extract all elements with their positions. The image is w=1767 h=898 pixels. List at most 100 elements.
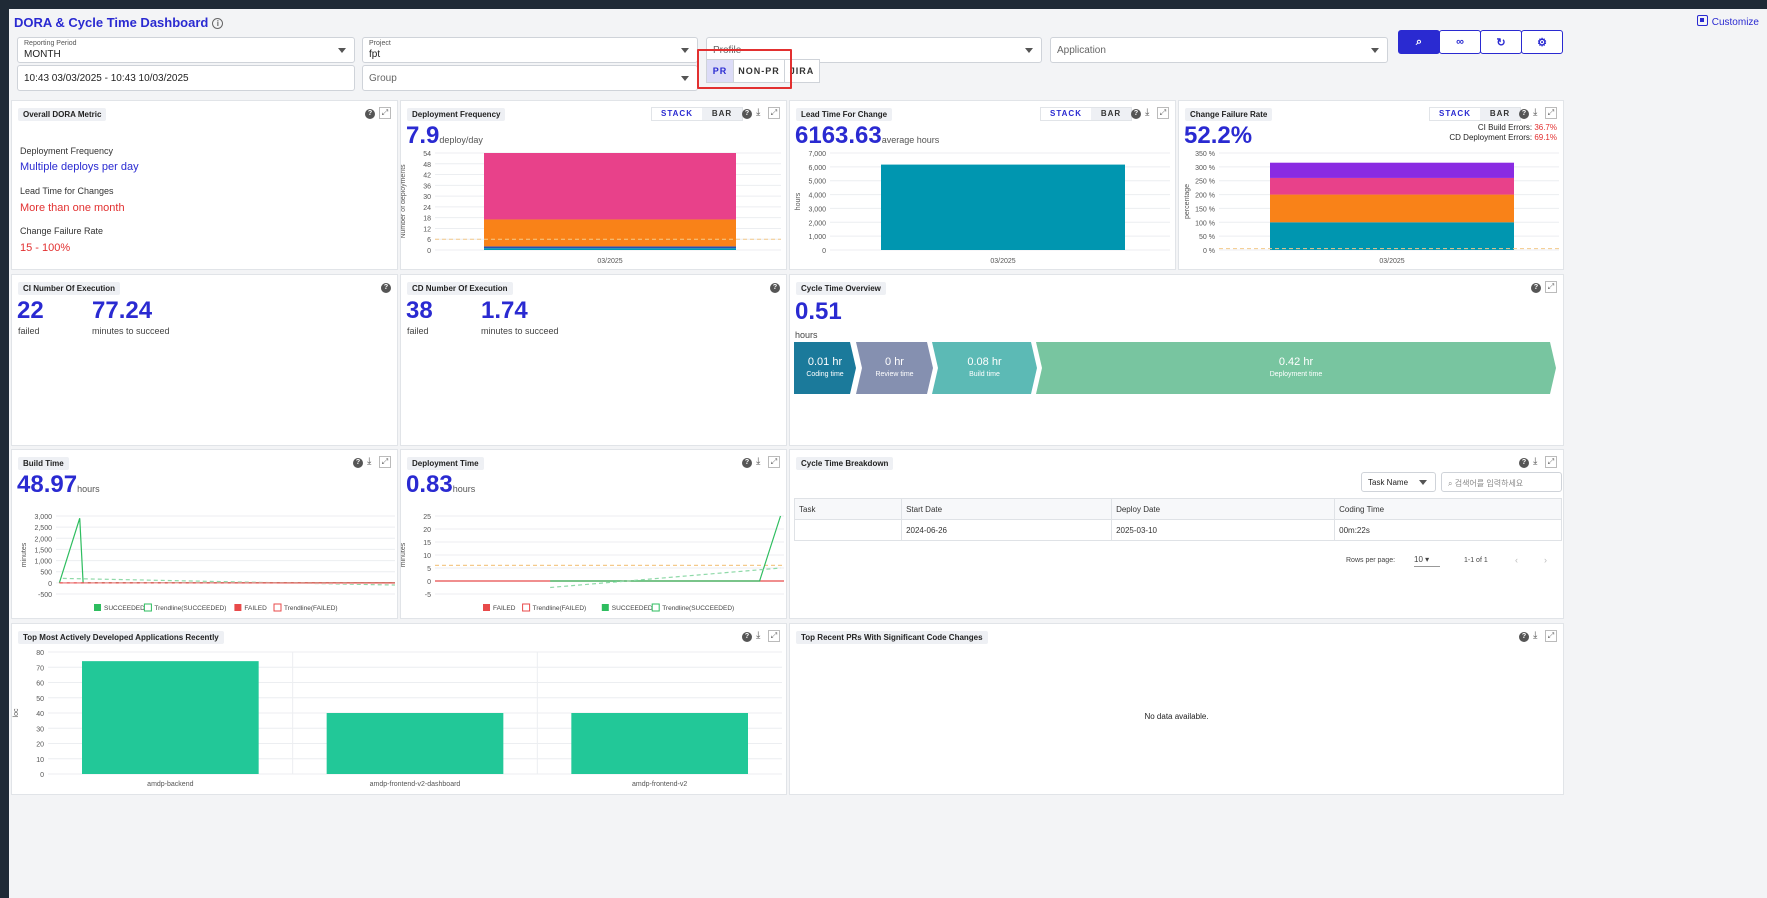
help-icon[interactable]: ? — [1519, 458, 1529, 468]
date-range-input[interactable]: 10:43 03/03/2025 - 10:43 10/03/2025 — [17, 65, 355, 91]
dashboard-header: DORA & Cycle Time Dashboard i Customize — [9, 9, 1767, 35]
download-icon[interactable]: ⤓ — [756, 630, 761, 641]
expand-icon[interactable]: ⤢ — [379, 456, 391, 468]
top-apps-chart: 0 10 20 30 40 50 60 70 80 loc amdp-backend amdp-fro… — [13, 650, 782, 788]
help-icon[interactable]: ? — [742, 109, 752, 119]
search-input[interactable]: ⌕ 검색어를 입력하세요 — [1441, 472, 1562, 492]
x-tick-label: amdp-backend — [147, 781, 193, 788]
project-value: fpt — [369, 49, 381, 60]
deployment-time-panel: Deployment Time ? ⤓ ⤢ 0.83hours -5 0 5 10 15 20… — [400, 449, 787, 619]
y-tick-label: 60 — [36, 681, 44, 688]
refresh-button[interactable]: ↻ — [1480, 30, 1522, 54]
y-tick-label: 36 — [423, 183, 431, 190]
step-value: 0 hr — [885, 356, 904, 368]
bar-option[interactable]: BAR — [702, 108, 742, 120]
expand-icon[interactable]: ⤢ — [1545, 630, 1557, 642]
expand-icon[interactable]: ⤢ — [768, 630, 780, 642]
search-button[interactable]: ⌕ — [1398, 30, 1440, 54]
help-icon[interactable]: ? — [353, 458, 363, 468]
dashboard-icon — [1696, 15, 1708, 26]
legend-swatch — [651, 603, 660, 612]
bar-option[interactable]: BAR — [1091, 108, 1131, 120]
customize-button[interactable]: Customize — [1696, 15, 1759, 28]
help-icon[interactable]: ? — [1519, 632, 1529, 642]
application-select[interactable]: Application — [1050, 37, 1388, 63]
download-icon[interactable]: ⤓ — [756, 456, 761, 467]
prev-page-icon[interactable]: ‹ — [1515, 555, 1518, 565]
bar-segment — [484, 248, 736, 250]
change-failure-rate-chart: 0 % 50 % 100 % 150 % 200 % 250 % 300 % 350 % per… — [1184, 151, 1559, 265]
expand-icon[interactable]: ⤢ — [1157, 107, 1169, 119]
project-select[interactable]: Project fpt — [362, 37, 698, 63]
expand-icon[interactable]: ⤢ — [768, 107, 780, 119]
link-button[interactable]: ∞ — [1439, 30, 1481, 54]
page-title-text: DORA & Cycle Time Dashboard — [14, 15, 209, 30]
help-icon[interactable]: ? — [365, 109, 375, 119]
search-field: ⌕ 검색어를 입력하세요 — [1448, 478, 1523, 489]
help-icon[interactable]: ? — [742, 632, 752, 642]
ci-label: CI Build Errors: — [1477, 123, 1533, 132]
y-axis-label: percentage — [1184, 184, 1191, 219]
download-icon[interactable]: ⤓ — [1533, 630, 1538, 641]
y-tick-label: 100 % — [1195, 220, 1215, 227]
download-icon[interactable]: ⤓ — [1533, 456, 1538, 467]
column-header[interactable]: Deploy Date — [1111, 498, 1336, 520]
download-icon[interactable]: ⤓ — [1145, 107, 1150, 118]
reporting-period-select[interactable]: Reporting Period MONTH — [17, 37, 355, 63]
settings-button[interactable]: ⚙ — [1521, 30, 1563, 54]
series-line-succeeded — [58, 518, 395, 584]
chevron-down-icon — [1419, 480, 1427, 485]
expand-icon[interactable]: ⤢ — [768, 456, 780, 468]
task-name-select[interactable]: Task Name — [1361, 472, 1436, 492]
help-icon[interactable]: ? — [770, 283, 780, 293]
column-header[interactable]: Task — [793, 498, 903, 520]
panel-title: Cycle Time Breakdown — [796, 457, 894, 470]
metric-value: 6163.63 — [795, 122, 882, 149]
y-tick-label: 6 — [427, 237, 431, 244]
download-icon[interactable]: ⤓ — [1533, 107, 1538, 118]
bar-option[interactable]: BAR — [1480, 108, 1520, 120]
chevron-down-icon — [681, 76, 689, 81]
date-range-value: 10:43 03/03/2025 - 10:43 10/03/2025 — [24, 73, 189, 84]
dora-value: More than one month — [20, 202, 125, 214]
help-icon[interactable]: ? — [1531, 283, 1541, 293]
y-tick-label: 30 — [36, 726, 44, 733]
info-icon[interactable]: i — [212, 18, 224, 29]
toggle-pr[interactable]: PR — [706, 59, 734, 83]
help-icon[interactable]: ? — [742, 458, 752, 468]
group-select[interactable]: Group — [362, 65, 698, 91]
x-tick-label: 03/2025 — [990, 258, 1015, 265]
expand-icon[interactable]: ⤢ — [379, 107, 391, 119]
stack-bar-toggle[interactable]: STACK BAR — [651, 107, 743, 121]
y-tick-label: 30 — [423, 194, 431, 201]
expand-icon[interactable]: ⤢ — [1545, 456, 1557, 468]
top-apps-panel: Top Most Actively Developed Applications… — [11, 623, 787, 795]
download-icon[interactable]: ⤓ — [367, 456, 372, 467]
step-value: 0.01 hr — [807, 356, 843, 368]
y-tick-label: 70 — [36, 665, 44, 672]
stack-bar-toggle[interactable]: STACK BAR — [1429, 107, 1521, 121]
help-icon[interactable]: ? — [1131, 109, 1141, 119]
cd-execution-panel: CD Number Of Execution ? 38 failed 1.74 … — [400, 274, 787, 446]
help-icon[interactable]: ? — [381, 283, 391, 293]
y-tick-label: 24 — [423, 205, 431, 212]
download-icon[interactable]: ⤓ — [756, 107, 761, 118]
table-row[interactable]: 2024-06-26 2025-03-10 00m:22s — [793, 519, 1562, 541]
expand-icon[interactable]: ⤢ — [1545, 281, 1557, 293]
help-icon[interactable]: ? — [1519, 109, 1529, 119]
deployment-frequency-chart: 0 6 12 18 24 30 36 42 48 54 Number of deployments 0… — [401, 151, 781, 265]
y-tick-label: -500 — [38, 592, 52, 599]
column-header[interactable]: Coding Time — [1334, 498, 1562, 520]
metric-value: 0.51 — [795, 298, 842, 325]
column-header[interactable]: Start Date — [901, 498, 1113, 520]
expand-icon[interactable]: ⤢ — [1545, 107, 1557, 119]
next-page-icon[interactable]: › — [1544, 555, 1547, 565]
stack-bar-toggle[interactable]: STACK BAR — [1040, 107, 1132, 121]
customize-label: Customize — [1711, 17, 1759, 28]
stack-option[interactable]: STACK — [661, 109, 693, 118]
panel-title: Overall DORA Metric — [18, 108, 107, 121]
table-cell: 2025-03-10 — [1111, 519, 1336, 541]
rows-per-page-select[interactable]: 10 ▾ — [1414, 555, 1440, 567]
stack-option[interactable]: STACK — [1050, 109, 1082, 118]
stack-option[interactable]: STACK — [1439, 109, 1471, 118]
